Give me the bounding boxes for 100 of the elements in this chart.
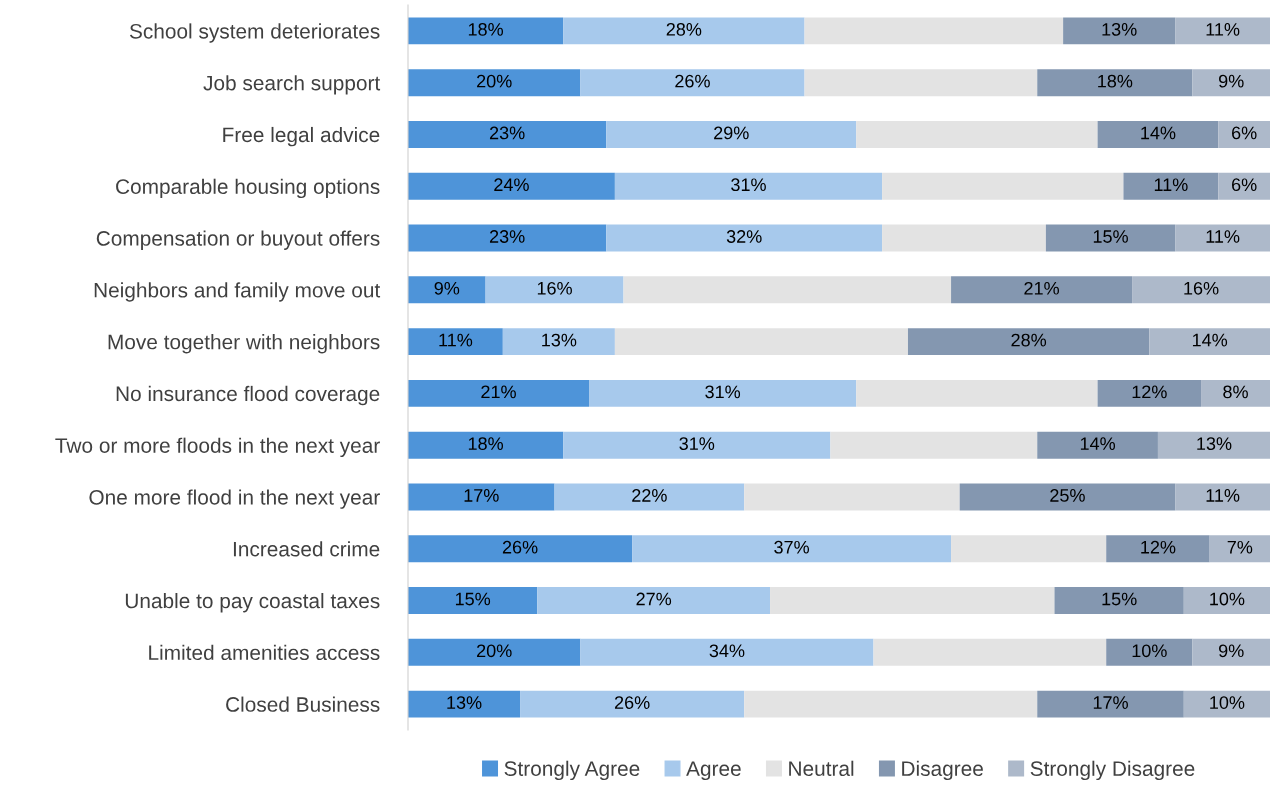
legend-label: Strongly Agree (504, 760, 640, 781)
y-tick-label: Free legal advice (223, 126, 380, 147)
data-label: 10% (1210, 592, 1245, 606)
bar (408, 587, 538, 614)
bar (1097, 121, 1219, 148)
data-label: 31% (705, 385, 741, 399)
bar (1175, 17, 1270, 45)
bar (408, 379, 590, 407)
data-label: 14% (1141, 126, 1176, 140)
bar (1175, 224, 1270, 252)
data-label: 28% (1011, 333, 1047, 347)
bar (873, 638, 1107, 666)
data-label: 23% (489, 126, 525, 140)
y-tick-label: Closed Business (226, 696, 380, 712)
bar (520, 690, 745, 718)
bar (1106, 535, 1210, 563)
data-label: 20% (477, 74, 512, 88)
bar (485, 276, 624, 304)
bar (554, 483, 745, 511)
bar (770, 587, 1055, 614)
bar (1183, 690, 1270, 718)
data-label: 23% (489, 230, 525, 243)
data-label: 18% (468, 22, 504, 36)
bar (882, 172, 1124, 200)
data-label: 17% (464, 489, 499, 502)
bar (408, 276, 486, 304)
bar (856, 121, 1098, 148)
data-label: 15% (1093, 230, 1128, 243)
data-label: 15% (1102, 592, 1137, 606)
data-label: 31% (679, 437, 715, 451)
bar (1037, 690, 1184, 718)
data-label: 13% (542, 333, 577, 347)
bar (563, 17, 805, 45)
data-label: 12% (1141, 540, 1176, 554)
bar (1218, 121, 1270, 148)
data-label: 37% (774, 540, 810, 554)
bar (1123, 172, 1219, 200)
bar (1157, 431, 1270, 459)
bar (804, 17, 1064, 45)
bar (744, 690, 1038, 718)
bar (408, 224, 607, 252)
data-label: 13% (1197, 437, 1232, 451)
bar (1037, 431, 1158, 459)
bar (1183, 587, 1270, 614)
data-label: 11% (1206, 230, 1240, 243)
bar (580, 638, 874, 666)
bar (408, 690, 521, 718)
bar (408, 483, 555, 511)
data-label: 7% (1227, 540, 1253, 554)
bar (1201, 379, 1270, 407)
y-tick-label: School system deteriorates (129, 23, 380, 43)
data-label: 16% (1184, 281, 1219, 295)
legend-label: Disagree (902, 760, 983, 781)
bar (606, 121, 857, 148)
data-label: 18% (468, 437, 504, 451)
data-label: 21% (481, 385, 516, 399)
bar (614, 328, 908, 356)
data-label: 15% (455, 592, 491, 606)
data-label: 14% (1192, 333, 1228, 347)
bar (580, 69, 805, 97)
bar (614, 172, 883, 200)
bar (1106, 638, 1193, 666)
bar (632, 535, 952, 563)
data-label: 27% (636, 592, 672, 606)
bar (537, 587, 771, 614)
data-label: 9% (1219, 74, 1244, 88)
data-label: 13% (1102, 22, 1137, 36)
data-label: 18% (1098, 74, 1133, 88)
bar (408, 121, 607, 148)
bar (1218, 172, 1270, 200)
bar (1149, 328, 1270, 356)
bar (1192, 638, 1270, 666)
bar (502, 328, 615, 356)
data-label: 10% (1132, 644, 1167, 658)
y-tick-label: No insurance flood coverage (116, 385, 380, 406)
bar (882, 224, 1046, 252)
bar (856, 379, 1098, 407)
data-label: 9% (434, 281, 460, 295)
y-tick-label: Comparable housing options (116, 178, 380, 199)
bar (1045, 224, 1176, 252)
data-label: 34% (709, 644, 745, 658)
data-label: 11% (1206, 489, 1240, 502)
bar (1132, 276, 1270, 304)
data-label: 32% (726, 230, 762, 243)
bar (1054, 587, 1184, 614)
data-label: 24% (494, 178, 529, 192)
y-tick-label: Unable to pay coastal taxes (125, 592, 380, 613)
y-tick-label: Limited amenities access (149, 644, 380, 661)
bar (951, 535, 1107, 563)
bar (408, 69, 581, 97)
data-label: 31% (731, 178, 766, 192)
data-label: 10% (1210, 696, 1245, 709)
data-label: 17% (1093, 696, 1128, 709)
bar (951, 276, 1133, 304)
bar (408, 535, 633, 563)
data-label: 25% (1050, 489, 1085, 502)
bar (1037, 69, 1193, 97)
y-tick-label: Job search support (203, 75, 381, 95)
data-label: 8% (1223, 385, 1248, 399)
data-label: 29% (714, 126, 749, 140)
